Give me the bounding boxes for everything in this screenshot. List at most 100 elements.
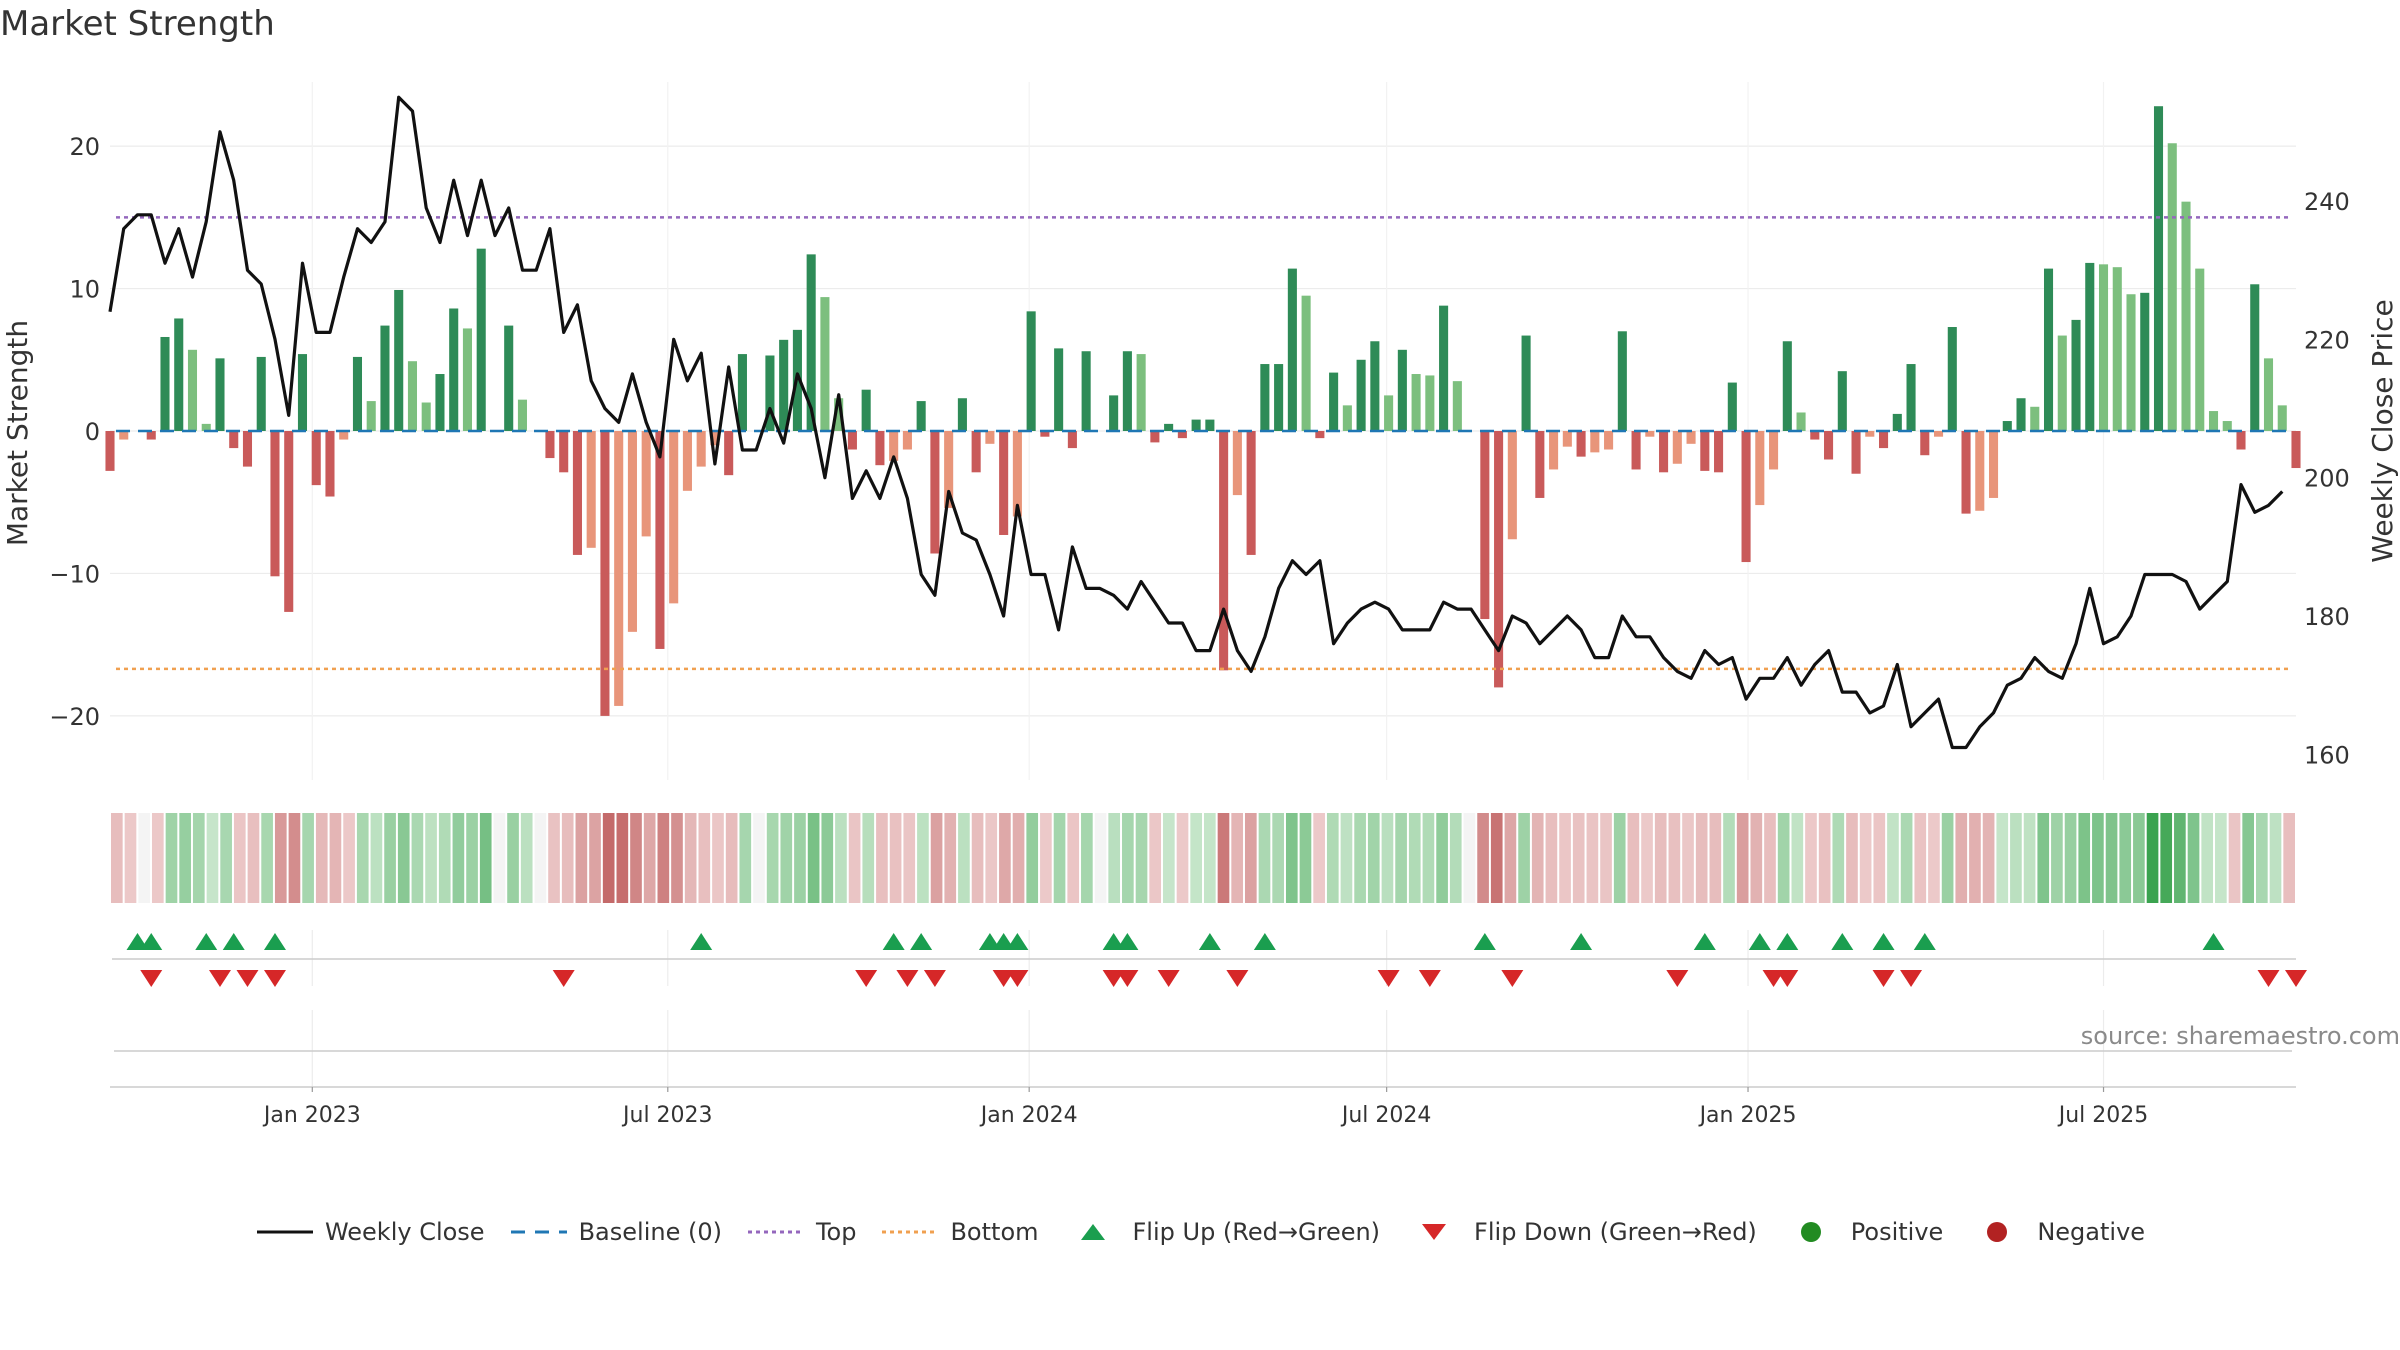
strength-bar (2071, 319, 2081, 431)
band-cell (1135, 813, 1148, 903)
band-cell (1354, 813, 1366, 903)
band-cell (397, 813, 410, 903)
strength-bar (1081, 351, 1091, 431)
strength-bar (1796, 412, 1806, 431)
strength-bar (999, 431, 1009, 535)
strength-bar (1727, 382, 1737, 431)
strength-bar (1975, 431, 1985, 511)
band-cell (1272, 813, 1284, 903)
band-cell (794, 813, 806, 903)
band-cell (958, 813, 970, 903)
band-cell (1149, 813, 1162, 903)
band-cell (111, 813, 123, 903)
band-cell (1231, 813, 1243, 903)
strength-bar (1769, 431, 1779, 470)
strength-bar (1219, 431, 1229, 671)
strength-bar (1934, 431, 1944, 437)
strength-bar (119, 431, 129, 440)
strength-bar (2291, 431, 2301, 469)
strength-bar (160, 336, 170, 431)
strength-bar (187, 349, 198, 431)
flip-up-marker (195, 933, 218, 950)
flip-down-marker (2285, 970, 2307, 987)
strength-bar (1342, 405, 1352, 431)
flip-down-marker (1776, 970, 1799, 987)
band-cell (835, 813, 847, 903)
band-cell (903, 813, 916, 903)
band-cell (643, 813, 656, 903)
legend-label: Negative (2037, 1218, 2146, 1246)
flip-down-marker (140, 970, 163, 987)
strength-bar (1397, 349, 1407, 431)
strength-bar (1879, 431, 1889, 449)
band-cell (2215, 813, 2227, 903)
flip-up-marker (1913, 933, 1936, 950)
band-cell (1928, 813, 1940, 903)
strength-bar (545, 431, 555, 459)
strength-bar (1700, 431, 1710, 471)
strength-bar (2057, 335, 2067, 431)
strength-bar (2195, 268, 2205, 431)
band-cell (411, 813, 424, 903)
x-tick-label: Jan 2023 (262, 1103, 361, 1128)
strength-bar (2277, 405, 2287, 431)
y-tick-label: 0 (85, 418, 100, 446)
band-cell (2228, 813, 2241, 903)
strength-bar (339, 431, 349, 440)
band-cell (1982, 813, 1995, 903)
strength-bar (256, 356, 266, 431)
flip-down-marker (236, 970, 259, 987)
strength-bar (1892, 413, 1902, 431)
legend-label: Bottom (950, 1218, 1039, 1246)
strength-bar (916, 401, 926, 431)
band-cell (780, 813, 793, 903)
band-cell (466, 813, 478, 903)
band-cell (1477, 813, 1489, 903)
strength-bar (2263, 358, 2274, 431)
flip-up-marker (140, 933, 163, 950)
legend-label: Baseline (0) (578, 1218, 722, 1246)
triangle-up-icon (1080, 1224, 1105, 1240)
strength-bar (944, 431, 954, 508)
band-cell (2133, 813, 2145, 903)
band-cell (1818, 813, 1831, 903)
strength-bar (889, 431, 899, 461)
band-cell (1764, 813, 1776, 903)
strength-bar (1755, 431, 1765, 506)
band-cell (807, 813, 820, 903)
source-note: source: sharemaestro.com (2080, 1022, 2400, 1050)
band-cell (1204, 813, 1216, 903)
band-cell (1613, 813, 1626, 903)
y-right-tick-label: 160 (2304, 741, 2350, 769)
band-cell (999, 813, 1011, 903)
strength-bar (861, 389, 871, 431)
strength-bar (1810, 431, 1820, 440)
band-cell (848, 813, 861, 903)
strength-bar (2043, 268, 2054, 431)
strength-bar (1604, 431, 1614, 450)
band-cell (206, 813, 219, 903)
strength-bar (1040, 431, 1050, 437)
flip-down-marker (1377, 970, 1400, 987)
strength-bar (1136, 354, 1146, 431)
flip-up-marker (1831, 933, 1854, 950)
chart-legend: Weekly Close Baseline (0) Top Bottom Flip Up… (0, 1212, 2400, 1252)
strength-bar (1164, 423, 1174, 431)
flip-up-marker (690, 933, 713, 950)
strength-bar (2208, 411, 2219, 431)
circle-icon (1987, 1222, 2008, 1242)
line-dotted-icon (747, 1230, 804, 1234)
strength-bar (1714, 431, 1724, 473)
y-right-tick-label: 200 (2304, 465, 2350, 493)
band-cell (1518, 813, 1530, 903)
strength-bar (1659, 431, 1669, 473)
strength-bar (1384, 395, 1394, 431)
strength-bar (352, 356, 363, 431)
strength-bar (600, 431, 610, 716)
band-cell (630, 813, 642, 903)
strength-bar (1356, 359, 1366, 431)
strength-bar (902, 431, 912, 450)
strength-bar (242, 431, 253, 467)
strength-bar (682, 431, 692, 491)
band-cell (1081, 813, 1093, 903)
